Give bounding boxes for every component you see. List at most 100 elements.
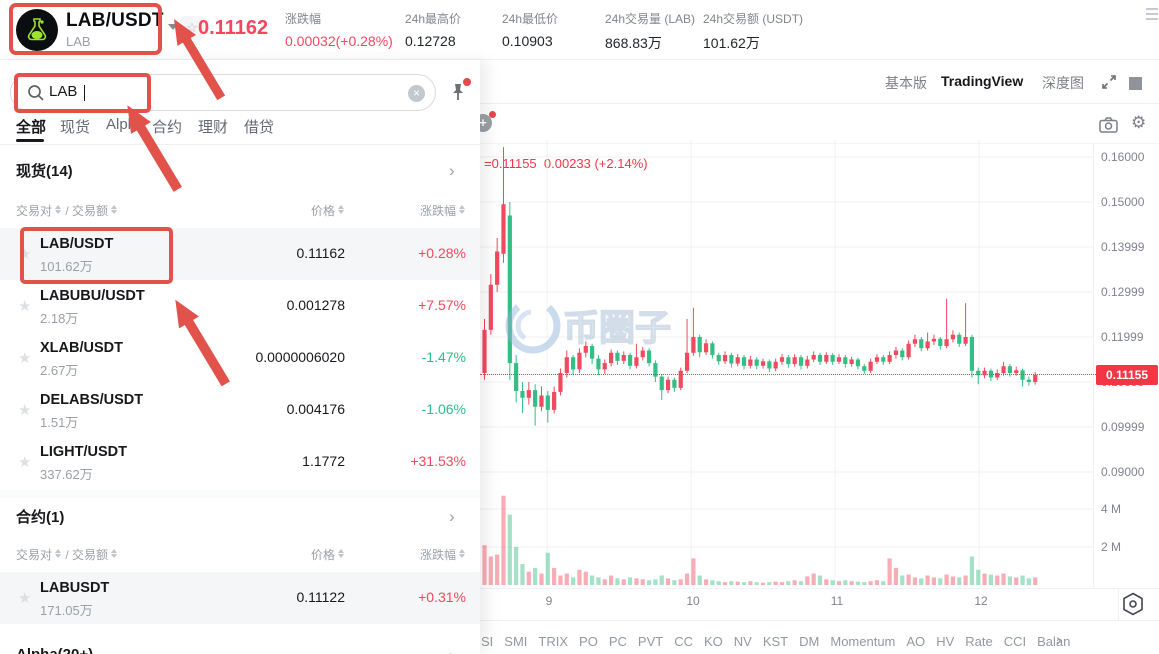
indicator-item[interactable]: Momentum	[830, 634, 896, 649]
header-stat: 24h交易量 (LAB) 868.83万	[605, 12, 696, 51]
price-axis-label: 0.12999	[1101, 285, 1145, 300]
camera-icon[interactable]	[1099, 117, 1118, 133]
indicator-bar-divider	[480, 620, 1159, 621]
favorite-star-icon[interactable]: ★	[18, 246, 32, 263]
chevron-right-icon[interactable]: ›	[449, 161, 455, 180]
sort-caret-icon[interactable]	[111, 204, 118, 214]
pair-change: -1.06%	[421, 401, 466, 417]
chart-view-switcher: 基本版 TradingView 深度图	[480, 60, 1159, 104]
search-tab-2[interactable]: 现货	[60, 119, 91, 136]
column-change[interactable]: 涨跌幅	[420, 202, 466, 219]
list-item[interactable]: ★ LABUBU/USDT 2.18万 0.001278 +7.57%	[0, 280, 480, 332]
layout-square-icon[interactable]	[1129, 77, 1142, 90]
indicator-item[interactable]: PVT	[637, 634, 664, 649]
pair-turnover: 171.05万	[40, 603, 93, 618]
pair-change: +7.57%	[418, 297, 466, 313]
search-input[interactable]: LAB ×	[10, 74, 436, 111]
section-title[interactable]: 合约(1)	[16, 509, 65, 526]
favorite-star-icon[interactable]: ★	[18, 590, 32, 607]
indicator-item[interactable]: PO	[579, 634, 598, 649]
pair-change: +31.53%	[410, 453, 466, 469]
pair-title[interactable]: LAB/USDT	[66, 10, 164, 31]
pair-price: 0.004176	[286, 401, 345, 417]
pair-turnover: 101.62万	[40, 259, 93, 274]
tabs-divider	[0, 144, 480, 145]
sort-caret-icon[interactable]	[111, 548, 118, 558]
indicator-item[interactable]: PC	[608, 634, 627, 649]
indicator-item[interactable]: KST	[762, 634, 789, 649]
gear-icon[interactable]: ⚙	[1131, 113, 1147, 132]
pair-name: LABUSDT	[40, 580, 110, 596]
chevron-right-icon[interactable]: ›	[449, 507, 455, 526]
search-tab-4[interactable]: 合约	[152, 119, 183, 136]
list-item[interactable]: ★ LIGHT/USDT 337.62万 1.1772 +31.53%	[0, 436, 480, 488]
sort-caret-icon[interactable]	[459, 204, 466, 214]
pair-price: 0.11122	[296, 589, 345, 605]
search-tab-6[interactable]: 借贷	[244, 119, 275, 136]
fullscreen-icon[interactable]	[1100, 73, 1118, 91]
indicator-item[interactable]: DM	[799, 634, 820, 649]
sort-caret-icon[interactable]	[55, 204, 62, 214]
search-tab-5[interactable]: 理财	[198, 119, 229, 136]
chart-view-tab[interactable]: 基本版	[885, 75, 927, 91]
clear-search-icon[interactable]: ×	[408, 85, 425, 102]
time-axis-label: 12	[974, 594, 988, 608]
pair-base-label: LAB	[66, 34, 91, 49]
section-title[interactable]: 现货(14)	[16, 163, 73, 180]
pair-turnover: 2.18万	[40, 311, 79, 326]
header-stat: 涨跌幅 0.00032(+0.28%)	[285, 12, 393, 49]
indicator-item[interactable]: SMI	[504, 634, 528, 649]
indicator-item[interactable]: TRIX	[538, 634, 569, 649]
indicator-item[interactable]: CCI	[1003, 634, 1027, 649]
chart-view-tab[interactable]: 深度图	[1042, 75, 1084, 91]
favorite-star-icon[interactable]: ★	[18, 402, 32, 419]
column-pair-turnover[interactable]: 交易对 / 交易额	[16, 202, 118, 219]
pin-icon[interactable]	[450, 82, 466, 102]
sort-caret-icon[interactable]	[459, 548, 466, 558]
favorite-star-icon[interactable]: ★	[18, 350, 32, 367]
pair-header: LAB/USDT LAB ☆ 0.11162 涨跌幅 0.00032(+0.28%…	[0, 0, 1159, 60]
indicator-item[interactable]: NV	[733, 634, 752, 649]
pane-divider	[480, 143, 1159, 144]
indicator-item[interactable]: KO	[703, 634, 723, 649]
hexagon-eye-icon[interactable]	[1122, 592, 1144, 616]
header-menu-icon[interactable]	[1146, 8, 1158, 23]
price-axis-divider	[1093, 143, 1094, 588]
notification-dot	[489, 111, 496, 118]
indicator-item[interactable]: AO	[906, 634, 926, 649]
indicator-item[interactable]: Balance	[1037, 634, 1071, 649]
column-change[interactable]: 涨跌幅	[420, 546, 466, 563]
chart-view-tab[interactable]: TradingView	[941, 73, 1024, 89]
indicators-more-icon[interactable]: ›	[1056, 630, 1062, 649]
list-item[interactable]: ★ LAB/USDT 101.62万 0.11162 +0.28%	[0, 228, 480, 280]
pair-name: DELABS/USDT	[40, 392, 144, 408]
list-item[interactable]: ★ LABUSDT 171.05万 0.11122 +0.31%	[0, 572, 480, 624]
indicator-item[interactable]: CC	[674, 634, 693, 649]
indicator-item[interactable]: Rate	[965, 634, 993, 649]
list-item[interactable]: ★ XLAB/USDT 2.67万 0.0000006020 -1.47%	[0, 332, 480, 384]
indicator-item[interactable]: HV	[936, 634, 955, 649]
sort-caret-icon[interactable]	[338, 204, 345, 214]
header-stat: 24h最低价 0.10903	[502, 12, 559, 49]
flask-icon	[27, 18, 47, 41]
sort-caret-icon[interactable]	[55, 548, 62, 558]
pair-turnover: 337.62万	[40, 467, 93, 482]
price-axis-label: 0.15000	[1101, 195, 1145, 209]
search-tab-3[interactable]: Alpha	[106, 116, 145, 133]
favorite-star-icon[interactable]: ★	[18, 298, 32, 315]
candlestick-chart[interactable]	[480, 140, 1159, 590]
column-price[interactable]: 价格	[311, 546, 345, 563]
list-item[interactable]: ★ DELABS/USDT 1.51万 0.004176 -1.06%	[0, 384, 480, 436]
sort-caret-icon[interactable]	[338, 548, 345, 558]
favorite-star-icon[interactable]: ★	[18, 454, 32, 471]
pair-price: 1.1772	[302, 453, 345, 469]
pair-dropdown-icon[interactable]	[168, 24, 178, 30]
column-price[interactable]: 价格	[311, 202, 345, 219]
axis-corner-divider	[1118, 588, 1119, 620]
chevron-right-icon[interactable]: ›	[449, 646, 455, 654]
column-pair-turnover[interactable]: 交易对 / 交易额	[16, 546, 118, 563]
search-tab-1[interactable]: 全部	[16, 119, 47, 136]
section-title-alpha[interactable]: Alpha(20+)	[16, 646, 93, 654]
indicator-item[interactable]: SI	[481, 634, 494, 649]
